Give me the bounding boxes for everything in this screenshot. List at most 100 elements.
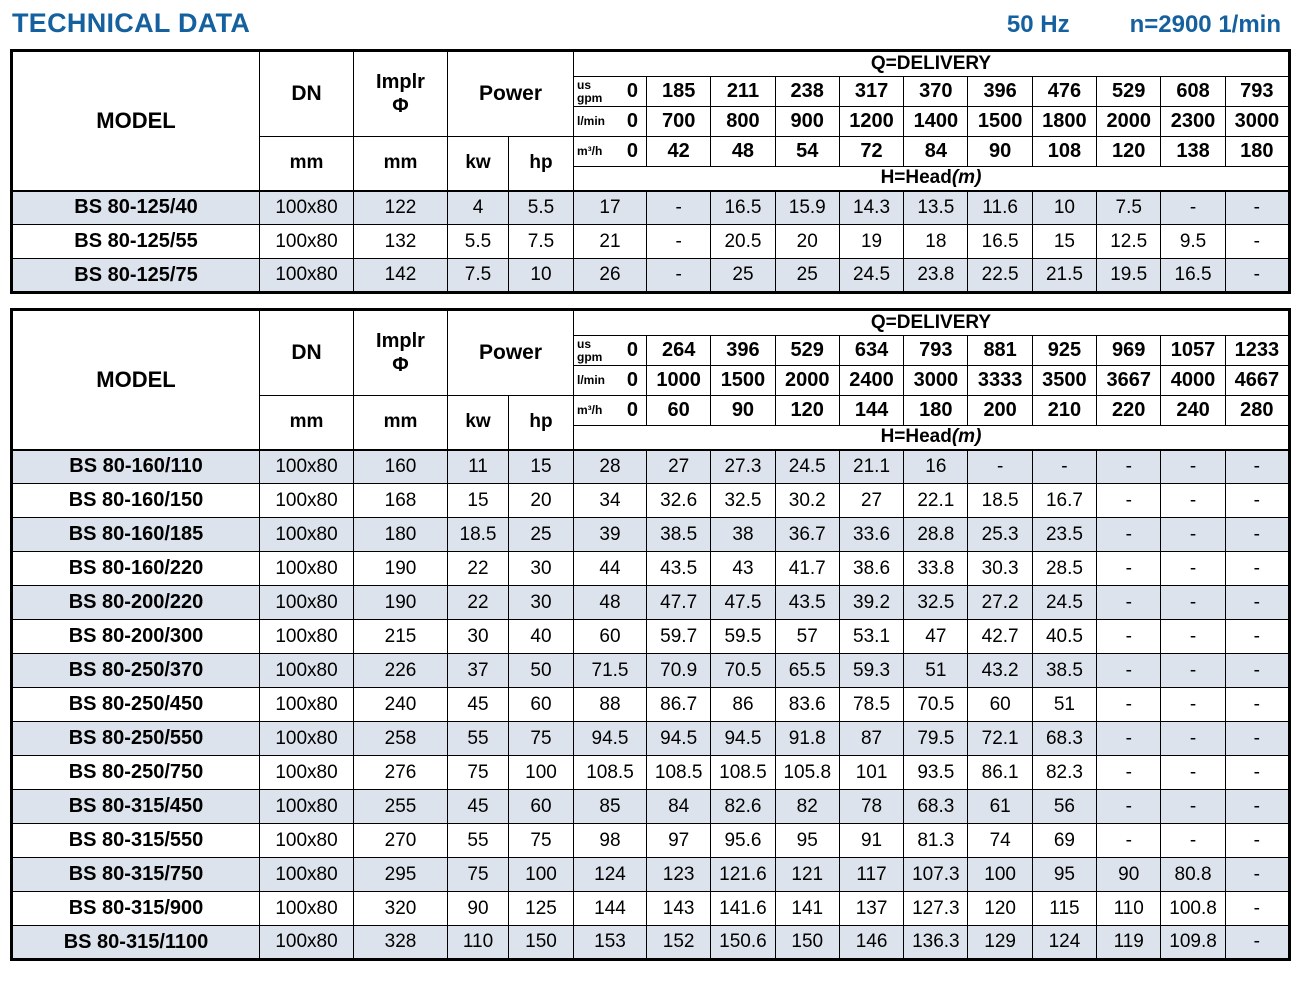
delivery-value-lmin: 800 xyxy=(710,106,776,137)
delivery-value-lmin: 4000 xyxy=(1160,365,1226,396)
delivery-value-usgpm: 793 xyxy=(903,335,969,366)
model-cell: BS 80-315/450 xyxy=(11,789,260,824)
head-value: 19.5 xyxy=(1096,258,1162,293)
head-value: 39.2 xyxy=(838,585,905,620)
head-value: 101 xyxy=(838,755,905,790)
head-value: 94.5 xyxy=(710,721,776,756)
head-value: 23.5 xyxy=(1031,517,1098,552)
delivery-value-lmin: 700 xyxy=(645,106,712,137)
head-value: 143 xyxy=(645,891,712,926)
head-value: 59.5 xyxy=(710,619,776,654)
head-value: 82 xyxy=(774,789,840,824)
delivery-value-m3h: 72 xyxy=(838,136,905,167)
head-value: - xyxy=(1096,755,1162,790)
head-value: 48 xyxy=(573,585,647,620)
head-value: 95 xyxy=(774,823,840,858)
hp-cell: 7.5 xyxy=(508,224,574,259)
dn-cell: 100x80 xyxy=(259,925,354,960)
hp-header: hp xyxy=(508,136,574,191)
head-value: 153 xyxy=(573,925,647,960)
head-value: 74 xyxy=(967,823,1033,858)
table-row: BS 80-200/220 100x80 190 22 30 48 47.7 47.5 43.5… xyxy=(11,585,1291,620)
dn-cell: 100x80 xyxy=(259,619,354,654)
head-value: 18 xyxy=(903,224,969,259)
head-value: 28.5 xyxy=(1031,551,1098,586)
head-value: - xyxy=(1160,721,1226,756)
delivery-value-m3h: 220 xyxy=(1096,395,1162,426)
delivery-value-usgpm: 1233 xyxy=(1224,335,1291,366)
dn-cell: 100x80 xyxy=(259,755,354,790)
model-cell: BS 80-315/750 xyxy=(11,857,260,892)
hp-cell: 5.5 xyxy=(508,189,574,225)
model-cell: BS 80-160/220 xyxy=(11,551,260,586)
head-value: 97 xyxy=(645,823,712,858)
delivery-value-m3h: 180 xyxy=(903,395,969,426)
head-value: 80.8 xyxy=(1160,857,1226,892)
impeller-cell: 132 xyxy=(353,224,448,259)
head-value: 120 xyxy=(967,891,1033,926)
impeller-cell: 160 xyxy=(353,448,448,484)
table-row: BS 80-125/40 100x80 122 4 5.5 17-16.5 15.9 14.3… xyxy=(11,189,1291,225)
model-cell: BS 80-125/55 xyxy=(11,224,260,259)
technical-data-page: TECHNICAL DATA 50 Hz n=2900 1/min MODEL … xyxy=(10,8,1291,961)
head-value: 71.5 xyxy=(573,653,647,688)
head-value: - xyxy=(1224,721,1291,756)
delivery-value-m3h: 84 xyxy=(903,136,969,167)
head-value: 86 xyxy=(710,687,776,722)
head-value: - xyxy=(1160,551,1226,586)
head-value: 70.5 xyxy=(903,687,969,722)
delivery-value-usgpm: 529 xyxy=(1096,76,1162,107)
table-row: BS 80-315/750 100x80 295 75 100 124 123 121.6 12… xyxy=(11,857,1291,892)
delivery-value-m3h: 138 xyxy=(1160,136,1226,167)
table-row: BS 80-160/150 100x80 168 15 20 34 32.6 32.5 30.2… xyxy=(11,483,1291,518)
m3h-zero-cell: m³/h 0 xyxy=(573,136,647,167)
dn-unit-label: mm xyxy=(259,395,354,450)
head-value: 36.7 xyxy=(774,517,840,552)
head-value: - xyxy=(1224,789,1291,824)
model-header: MODEL xyxy=(11,50,260,191)
delivery-value-lmin: 1500 xyxy=(967,106,1033,137)
dn-cell: 100x80 xyxy=(259,857,354,892)
head-value: 27 xyxy=(838,483,905,518)
kw-header: kw xyxy=(447,395,509,450)
l-min-unit-label: l/min xyxy=(577,373,606,388)
delivery-value-m3h: 144 xyxy=(838,395,905,426)
head-row-header: H=Head(m) xyxy=(573,166,1290,191)
head-value: 150 xyxy=(774,925,840,960)
table-row: BS 80-250/370 100x80 226 37 50 71.5 70.9 70.5 65… xyxy=(11,653,1291,688)
head-value: 34 xyxy=(573,483,647,518)
head-value: 100 xyxy=(967,857,1033,892)
page-title: TECHNICAL DATA xyxy=(12,8,251,38)
hp-header: hp xyxy=(508,395,574,450)
head-value: 39 xyxy=(573,517,647,552)
delivery-value-usgpm: 476 xyxy=(1031,76,1098,107)
dn-cell: 100x80 xyxy=(259,551,354,586)
head-value: - xyxy=(1160,585,1226,620)
impeller-cell: 122 xyxy=(353,189,448,225)
model-cell: BS 80-125/75 xyxy=(11,258,260,293)
head-value: 95.6 xyxy=(710,823,776,858)
impeller-cell: 276 xyxy=(353,755,448,790)
head-value: 38 xyxy=(710,517,776,552)
delivery-value-m3h: 90 xyxy=(967,136,1033,167)
dn-header: DN xyxy=(259,309,354,396)
delivery-value-m3h: 108 xyxy=(1031,136,1098,167)
head-value: - xyxy=(1224,224,1291,259)
head-value: 110 xyxy=(1096,891,1162,926)
head-value: 82.6 xyxy=(710,789,776,824)
delivery-value-lmin: 3667 xyxy=(1096,365,1162,396)
impeller-header: Implr Φ xyxy=(353,50,448,137)
delivery-zero: 0 xyxy=(626,399,638,421)
kw-cell: 55 xyxy=(447,721,509,756)
impeller-cell: 320 xyxy=(353,891,448,926)
head-value: 146 xyxy=(838,925,905,960)
head-value: 107.3 xyxy=(903,857,969,892)
head-value: - xyxy=(1096,483,1162,518)
head-value: - xyxy=(1096,619,1162,654)
head-value: 26 xyxy=(573,258,647,293)
kw-cell: 22 xyxy=(447,585,509,620)
hp-cell: 75 xyxy=(508,721,574,756)
l-min-zero-cell: l/min 0 xyxy=(573,106,647,137)
kw-cell: 55 xyxy=(447,823,509,858)
hp-cell: 20 xyxy=(508,483,574,518)
